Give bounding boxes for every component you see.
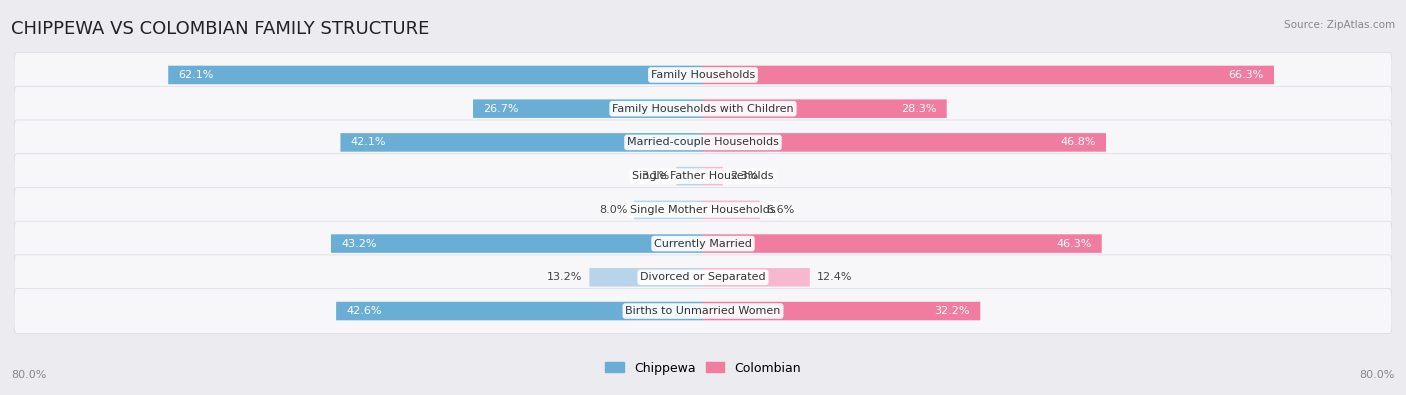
Text: 42.1%: 42.1%: [350, 137, 387, 147]
FancyBboxPatch shape: [703, 133, 1107, 152]
Text: 3.1%: 3.1%: [641, 171, 669, 181]
Text: 62.1%: 62.1%: [179, 70, 214, 80]
Text: 43.2%: 43.2%: [342, 239, 377, 248]
FancyBboxPatch shape: [14, 221, 1392, 266]
Text: 66.3%: 66.3%: [1229, 70, 1264, 80]
Text: CHIPPEWA VS COLOMBIAN FAMILY STRUCTURE: CHIPPEWA VS COLOMBIAN FAMILY STRUCTURE: [11, 20, 430, 38]
Text: 13.2%: 13.2%: [547, 272, 582, 282]
Text: Family Households: Family Households: [651, 70, 755, 80]
FancyBboxPatch shape: [14, 86, 1392, 131]
FancyBboxPatch shape: [14, 154, 1392, 199]
Text: 26.7%: 26.7%: [484, 103, 519, 114]
Text: 32.2%: 32.2%: [935, 306, 970, 316]
Text: Currently Married: Currently Married: [654, 239, 752, 248]
FancyBboxPatch shape: [703, 66, 1274, 84]
Text: 6.6%: 6.6%: [766, 205, 794, 215]
FancyBboxPatch shape: [169, 66, 703, 84]
Text: Married-couple Households: Married-couple Households: [627, 137, 779, 147]
Text: Source: ZipAtlas.com: Source: ZipAtlas.com: [1284, 20, 1395, 30]
Text: 12.4%: 12.4%: [817, 272, 852, 282]
Text: 80.0%: 80.0%: [11, 370, 46, 380]
FancyBboxPatch shape: [472, 100, 703, 118]
FancyBboxPatch shape: [634, 201, 703, 219]
Text: 80.0%: 80.0%: [1360, 370, 1395, 380]
Text: Single Father Households: Single Father Households: [633, 171, 773, 181]
FancyBboxPatch shape: [703, 302, 980, 320]
Text: 28.3%: 28.3%: [901, 103, 936, 114]
Text: 46.8%: 46.8%: [1060, 137, 1095, 147]
FancyBboxPatch shape: [14, 255, 1392, 300]
FancyBboxPatch shape: [14, 188, 1392, 232]
Text: 46.3%: 46.3%: [1056, 239, 1091, 248]
FancyBboxPatch shape: [14, 53, 1392, 98]
FancyBboxPatch shape: [340, 133, 703, 152]
Text: Single Mother Households: Single Mother Households: [630, 205, 776, 215]
Text: Family Households with Children: Family Households with Children: [612, 103, 794, 114]
FancyBboxPatch shape: [703, 268, 810, 287]
FancyBboxPatch shape: [330, 234, 703, 253]
Text: 42.6%: 42.6%: [346, 306, 382, 316]
FancyBboxPatch shape: [703, 167, 723, 185]
Text: Divorced or Separated: Divorced or Separated: [640, 272, 766, 282]
FancyBboxPatch shape: [703, 234, 1102, 253]
FancyBboxPatch shape: [14, 289, 1392, 333]
FancyBboxPatch shape: [336, 302, 703, 320]
Legend: Chippewa, Colombian: Chippewa, Colombian: [600, 357, 806, 380]
Text: 8.0%: 8.0%: [599, 205, 627, 215]
Text: Births to Unmarried Women: Births to Unmarried Women: [626, 306, 780, 316]
Text: 2.3%: 2.3%: [730, 171, 758, 181]
FancyBboxPatch shape: [676, 167, 703, 185]
FancyBboxPatch shape: [589, 268, 703, 287]
FancyBboxPatch shape: [703, 100, 946, 118]
FancyBboxPatch shape: [14, 120, 1392, 165]
FancyBboxPatch shape: [703, 201, 759, 219]
